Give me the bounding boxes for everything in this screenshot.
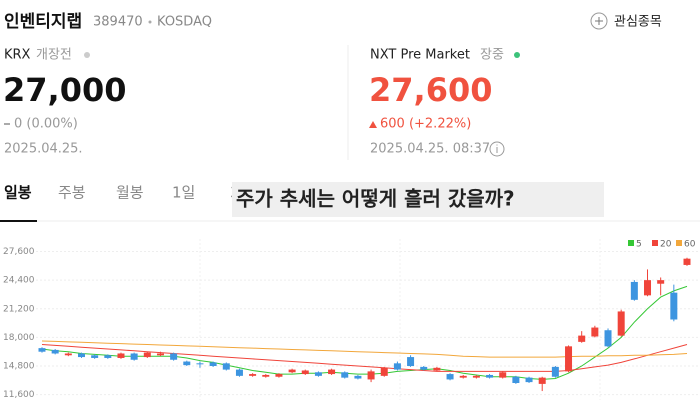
candle-body — [354, 375, 362, 379]
change: 600 (+2.22%) — [380, 117, 471, 132]
overlay-text: 주가 추세는 어떻게 흘러 갔을까? — [236, 187, 515, 211]
candle-body — [77, 353, 85, 358]
legend-label: 60 — [684, 240, 696, 250]
candle-body — [156, 353, 164, 356]
legend-swatch — [676, 240, 682, 246]
candle-body — [683, 258, 691, 265]
candle-body — [459, 375, 467, 378]
legend-label: 5 — [636, 240, 642, 250]
change: 0 (0.00%) — [14, 117, 78, 132]
candle-body — [499, 372, 507, 378]
candle-body — [367, 371, 375, 380]
candle-body — [314, 372, 322, 376]
candle-body — [143, 352, 151, 358]
info-circle — [489, 141, 505, 157]
y-tick-label: 18,000 — [3, 333, 35, 343]
legend-swatch — [652, 240, 658, 246]
candle-body — [341, 372, 349, 378]
y-tick-label: 27,600 — [3, 247, 35, 257]
venue: KRX — [4, 48, 31, 63]
moving-average — [41, 340, 688, 358]
candle-body — [91, 355, 99, 358]
time: 2025.04.25. 08:37 — [370, 142, 490, 157]
candle-body — [591, 327, 599, 337]
candle-body — [617, 311, 625, 336]
candle-body — [196, 363, 204, 365]
stock-name: 인벤티지랩 — [4, 12, 82, 32]
candle-body — [262, 374, 270, 377]
candle-body — [51, 349, 59, 354]
status-dot — [514, 52, 520, 58]
candle-body — [170, 353, 178, 360]
candle-body — [657, 280, 665, 284]
tab[interactable]: 월봉 — [116, 184, 144, 202]
legend-swatch — [628, 240, 634, 246]
candle-body — [209, 362, 217, 367]
moving-average — [41, 344, 688, 372]
candle-body — [525, 377, 533, 383]
tab[interactable]: 일봉 — [4, 184, 32, 202]
candle-body — [433, 367, 441, 371]
candle-body — [486, 374, 494, 378]
status: 개장전 — [36, 48, 72, 63]
candle-body — [578, 335, 586, 342]
price: 27,000 — [3, 71, 126, 109]
stock-code: 389470 — [93, 15, 143, 30]
price: 27,600 — [369, 71, 492, 109]
candle-body — [235, 369, 243, 376]
watch-button[interactable]: 관심종목 — [590, 12, 662, 30]
tab[interactable]: 1일 — [172, 184, 195, 202]
plus — [595, 17, 603, 25]
candle-body — [104, 355, 112, 358]
candle-body — [64, 353, 72, 356]
status: 장중 — [480, 48, 504, 63]
candle-body — [630, 281, 638, 300]
candle-body — [604, 330, 612, 347]
candle-body — [328, 369, 336, 375]
separator — [148, 20, 152, 24]
time: 2025.04.25. — [4, 142, 83, 157]
info-icon[interactable] — [489, 141, 505, 157]
candle-body — [249, 374, 257, 376]
candle-body — [565, 346, 573, 372]
candle-body — [512, 376, 520, 384]
y-tick-label: 21,200 — [3, 304, 35, 314]
candle-body — [407, 357, 415, 367]
candle-body — [472, 375, 480, 378]
y-tick-label: 14,800 — [3, 362, 35, 372]
status-dot — [84, 52, 90, 58]
candle-body — [288, 369, 296, 373]
candle-body — [380, 367, 388, 376]
plus-icon — [590, 12, 608, 30]
candle-body — [446, 374, 454, 380]
market: KOSDAQ — [157, 15, 212, 30]
venue: NXT Pre Market — [370, 48, 470, 63]
candle-body — [38, 348, 46, 352]
y-tick-label: 24,400 — [3, 276, 35, 286]
candle-body — [670, 292, 678, 320]
legend-label: 20 — [660, 240, 672, 250]
overlay-bg — [232, 182, 604, 217]
candle-body — [301, 370, 309, 375]
candle-body — [551, 366, 559, 377]
tab[interactable]: 주봉 — [58, 184, 86, 202]
y-tick-label: 11,600 — [3, 390, 35, 400]
candle-body — [183, 361, 191, 366]
candle-body — [644, 280, 652, 296]
candle-body — [117, 353, 125, 358]
candle-body — [393, 363, 401, 370]
chart: 11,600 14,800 18,000 21,200 24,400 27,600 5 20 6… — [3, 239, 700, 400]
up-icon — [369, 121, 377, 128]
candle-body — [275, 374, 283, 377]
candle-body — [222, 363, 230, 370]
candle-body — [420, 366, 428, 370]
candle-body — [130, 353, 138, 360]
watch-label[interactable]: 관심종목 — [614, 15, 662, 30]
candle-body — [538, 377, 546, 384]
moving-average — [41, 285, 688, 380]
